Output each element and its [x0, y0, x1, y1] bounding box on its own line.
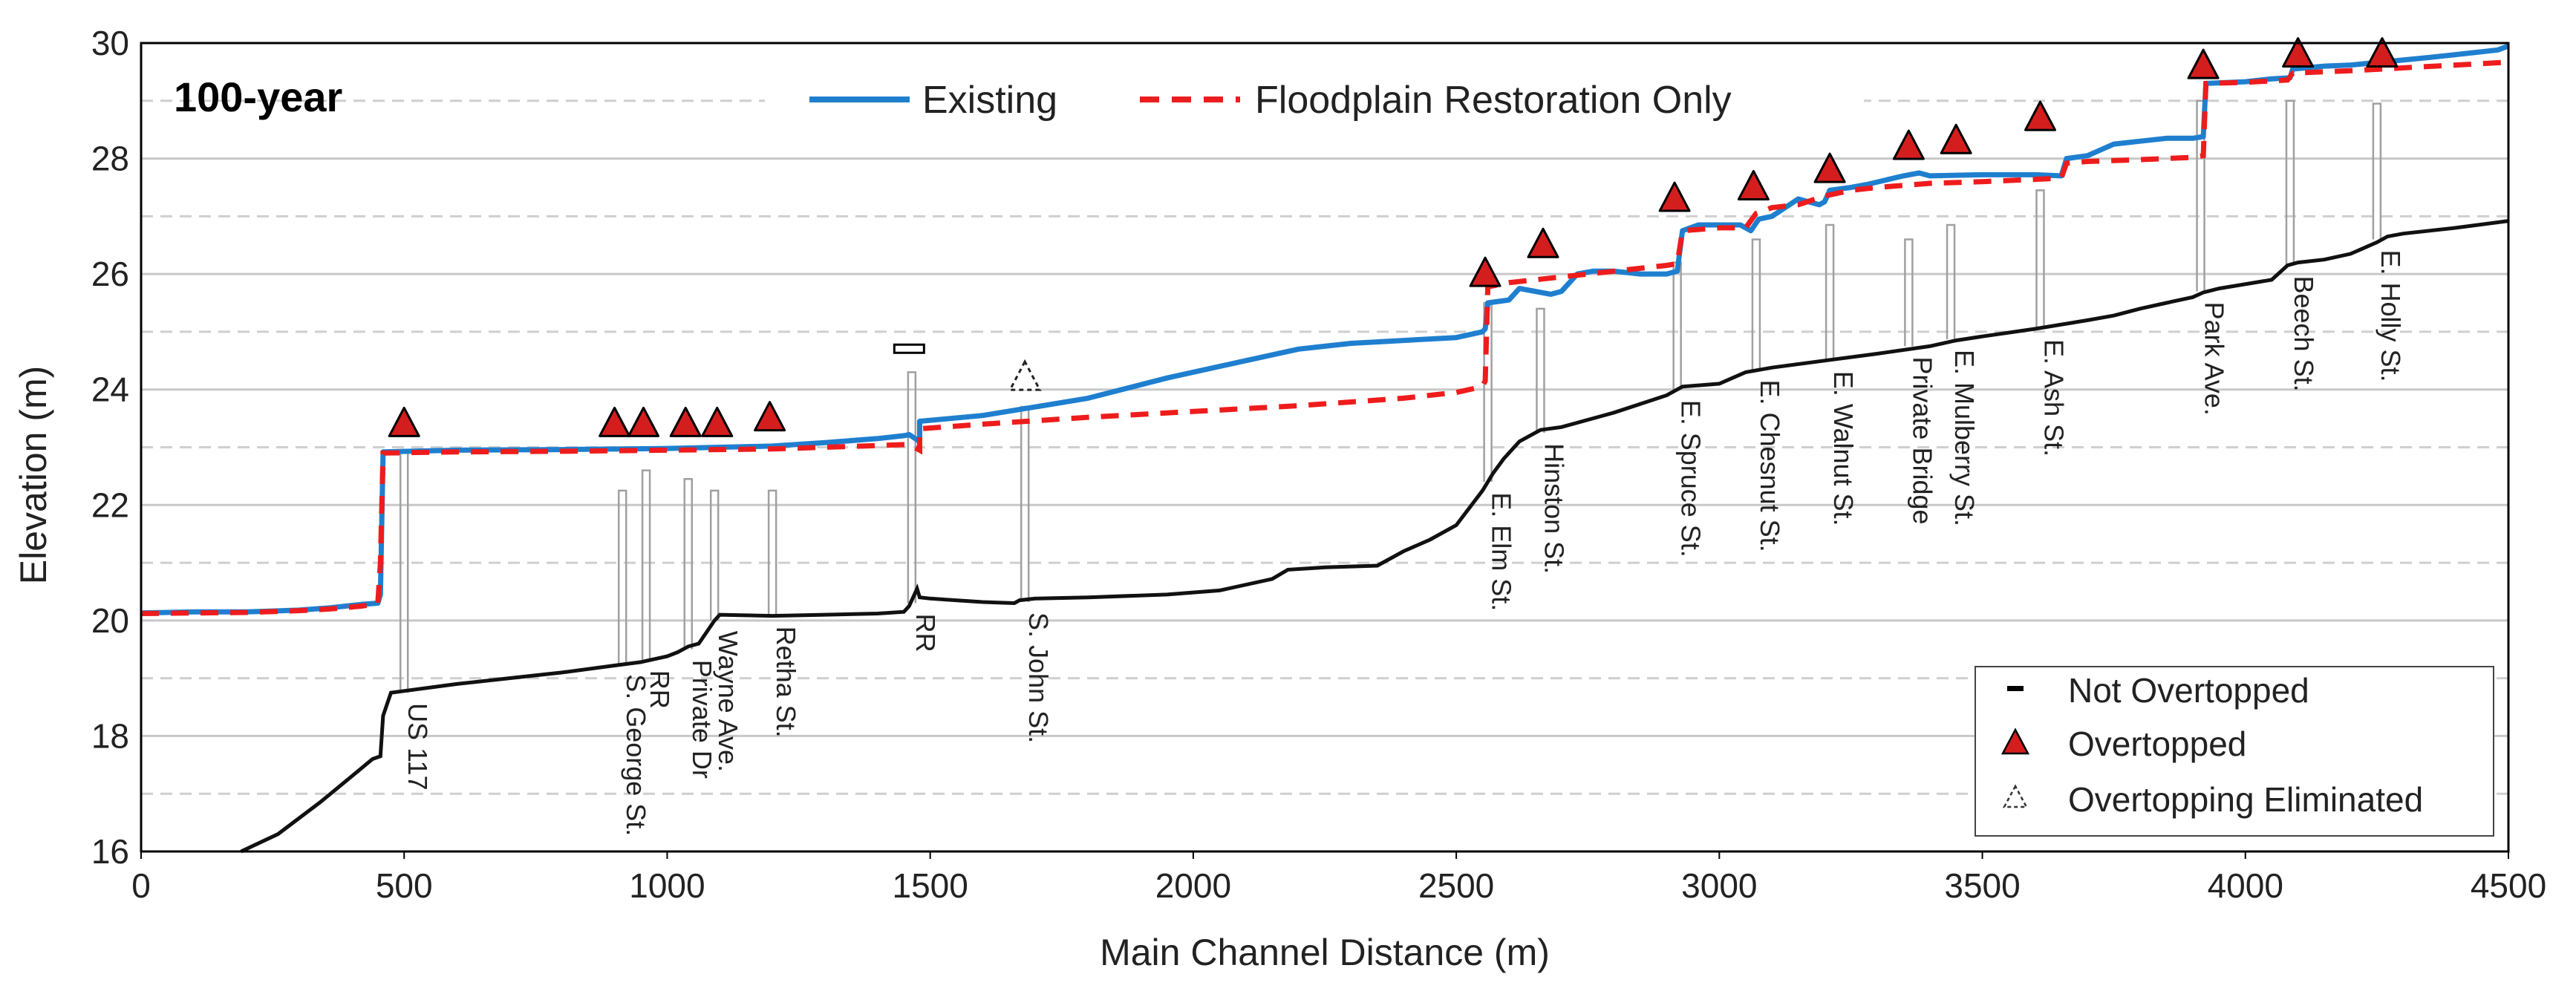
structure-outline	[683, 478, 694, 650]
structure-label: Private Dr	[687, 660, 717, 779]
overtopped-marker	[754, 401, 786, 432]
x-tick-label: 0	[131, 866, 151, 905]
structure-outline	[709, 489, 720, 621]
structure-label: US 117	[402, 703, 433, 790]
structure-outline	[767, 489, 777, 616]
not-overtopped-marker	[893, 343, 925, 354]
x-tick-label: 1500	[892, 866, 968, 905]
overtopped-marker	[388, 406, 420, 437]
structure-outline	[1946, 223, 1956, 340]
eliminated-marker	[1008, 359, 1042, 391]
x-tick-label: 4500	[2471, 866, 2546, 905]
panel-label: 100-year	[174, 73, 342, 120]
structure-label: Retha St.	[771, 627, 801, 738]
structure-outline	[1751, 238, 1761, 370]
x-tick-label: 500	[376, 866, 433, 905]
axis-ticks: 0 500 1000 1500 2000 2500 3000 3500 4000 4500 16 18…	[91, 24, 2546, 905]
structure-outline	[617, 489, 627, 664]
structure-outline	[907, 371, 917, 604]
structure-label: Hinston St.	[1539, 443, 1570, 574]
y-tick-label: 28	[91, 140, 129, 178]
plot-frame	[140, 42, 2510, 853]
structure-label: RR	[645, 670, 675, 709]
overtopped-marker	[1892, 129, 1925, 160]
x-tick-label: 2000	[1155, 866, 1231, 905]
structure-label: E. Walnut St.	[1828, 371, 1859, 526]
series-line-restoration	[140, 59, 2509, 616]
structure-outline	[2372, 102, 2382, 240]
series-line-bed	[240, 219, 2509, 854]
structure-label: RR	[910, 614, 941, 653]
series-lines	[140, 43, 2510, 854]
legend-eliminated-label: Overtopping Eliminated	[2068, 780, 2423, 819]
structure-label: E. Elm St.	[1487, 492, 1517, 611]
y-tick-label: 16	[91, 832, 129, 871]
overtopped-marker	[1527, 227, 1559, 258]
structure-outline	[2196, 99, 2205, 292]
structure-label: Private Bridge	[1907, 356, 1937, 524]
series-legend-background	[765, 71, 1864, 130]
structure-label: E. Mulberry St.	[1949, 350, 1980, 526]
overtopped-marker	[2024, 100, 2056, 131]
structure-outline	[2285, 99, 2295, 266]
legend-not-overtopped-label: Not Overtopped	[2068, 671, 2309, 710]
overtopped-marker	[1658, 181, 1691, 212]
x-tick-label: 1000	[629, 866, 705, 905]
legend-existing-label: Existing	[922, 79, 1057, 122]
structure-label: Beech St.	[2289, 276, 2319, 392]
overtopped-marker	[2366, 37, 2399, 68]
overtopped-marker	[1940, 123, 1972, 154]
y-tick-label: 22	[91, 485, 129, 524]
structure-outline	[1536, 307, 1545, 434]
overtopped-marker	[599, 406, 631, 437]
structure-label: E. Spruce St.	[1676, 400, 1706, 558]
y-tick-label: 24	[91, 370, 129, 409]
structure-outline	[1904, 238, 1914, 347]
overtopped-marker	[701, 406, 734, 437]
overtopped-marker	[1813, 152, 1846, 183]
structure-label: E. Holly St.	[2376, 250, 2406, 382]
structure-label: E. Chesnut St.	[1755, 380, 1785, 552]
overtopped-marker	[2282, 37, 2315, 68]
series-legend: Existing Floodplain Restoration Only	[765, 71, 1864, 130]
structure-outline	[1825, 223, 1835, 361]
structure-label: Park Ave.	[2200, 302, 2230, 416]
x-tick-label: 2500	[1418, 866, 1494, 905]
structure-markers	[388, 37, 2399, 437]
overtopped-marker	[2187, 48, 2220, 79]
overtopped-marker	[1737, 169, 1770, 200]
structure-label: E. Ash St.	[2039, 339, 2070, 457]
structure-outline	[2035, 189, 2045, 330]
marker-legend-box	[1975, 666, 2494, 837]
y-tick-label: 20	[91, 601, 129, 640]
series-line-existing	[140, 43, 2510, 616]
structure-label: Wayne Ave.	[713, 631, 743, 772]
x-tick-label: 3500	[1944, 866, 2020, 905]
x-axis-title: Main Channel Distance (m)	[1100, 932, 1550, 973]
y-tick-label: 18	[91, 716, 129, 755]
overtopped-legend-icon	[2001, 727, 2030, 755]
overtopped-marker	[1469, 256, 1501, 287]
legend-overtopped-label: Overtopped	[2068, 725, 2246, 763]
x-tick-label: 3000	[1681, 866, 1757, 905]
overtopped-marker	[669, 406, 702, 437]
structure-label: S. John St.	[1023, 612, 1054, 743]
marker-legend: Not Overtopped Overtopped Overtopping El…	[1975, 666, 2494, 837]
overtopped-marker	[627, 406, 660, 437]
structure-label: S. George St.	[621, 674, 651, 836]
y-tick-label: 26	[91, 255, 129, 293]
y-axis-title: Elevation (m)	[13, 366, 54, 585]
not-overtopped-legend-icon	[2007, 686, 2024, 691]
x-tick-label: 4000	[2208, 866, 2283, 905]
structure-outline	[641, 469, 651, 660]
eliminated-legend-icon	[2002, 784, 2029, 808]
y-tick-label: 30	[91, 24, 129, 62]
legend-restoration-label: Floodplain Restoration Only	[1255, 79, 1732, 122]
